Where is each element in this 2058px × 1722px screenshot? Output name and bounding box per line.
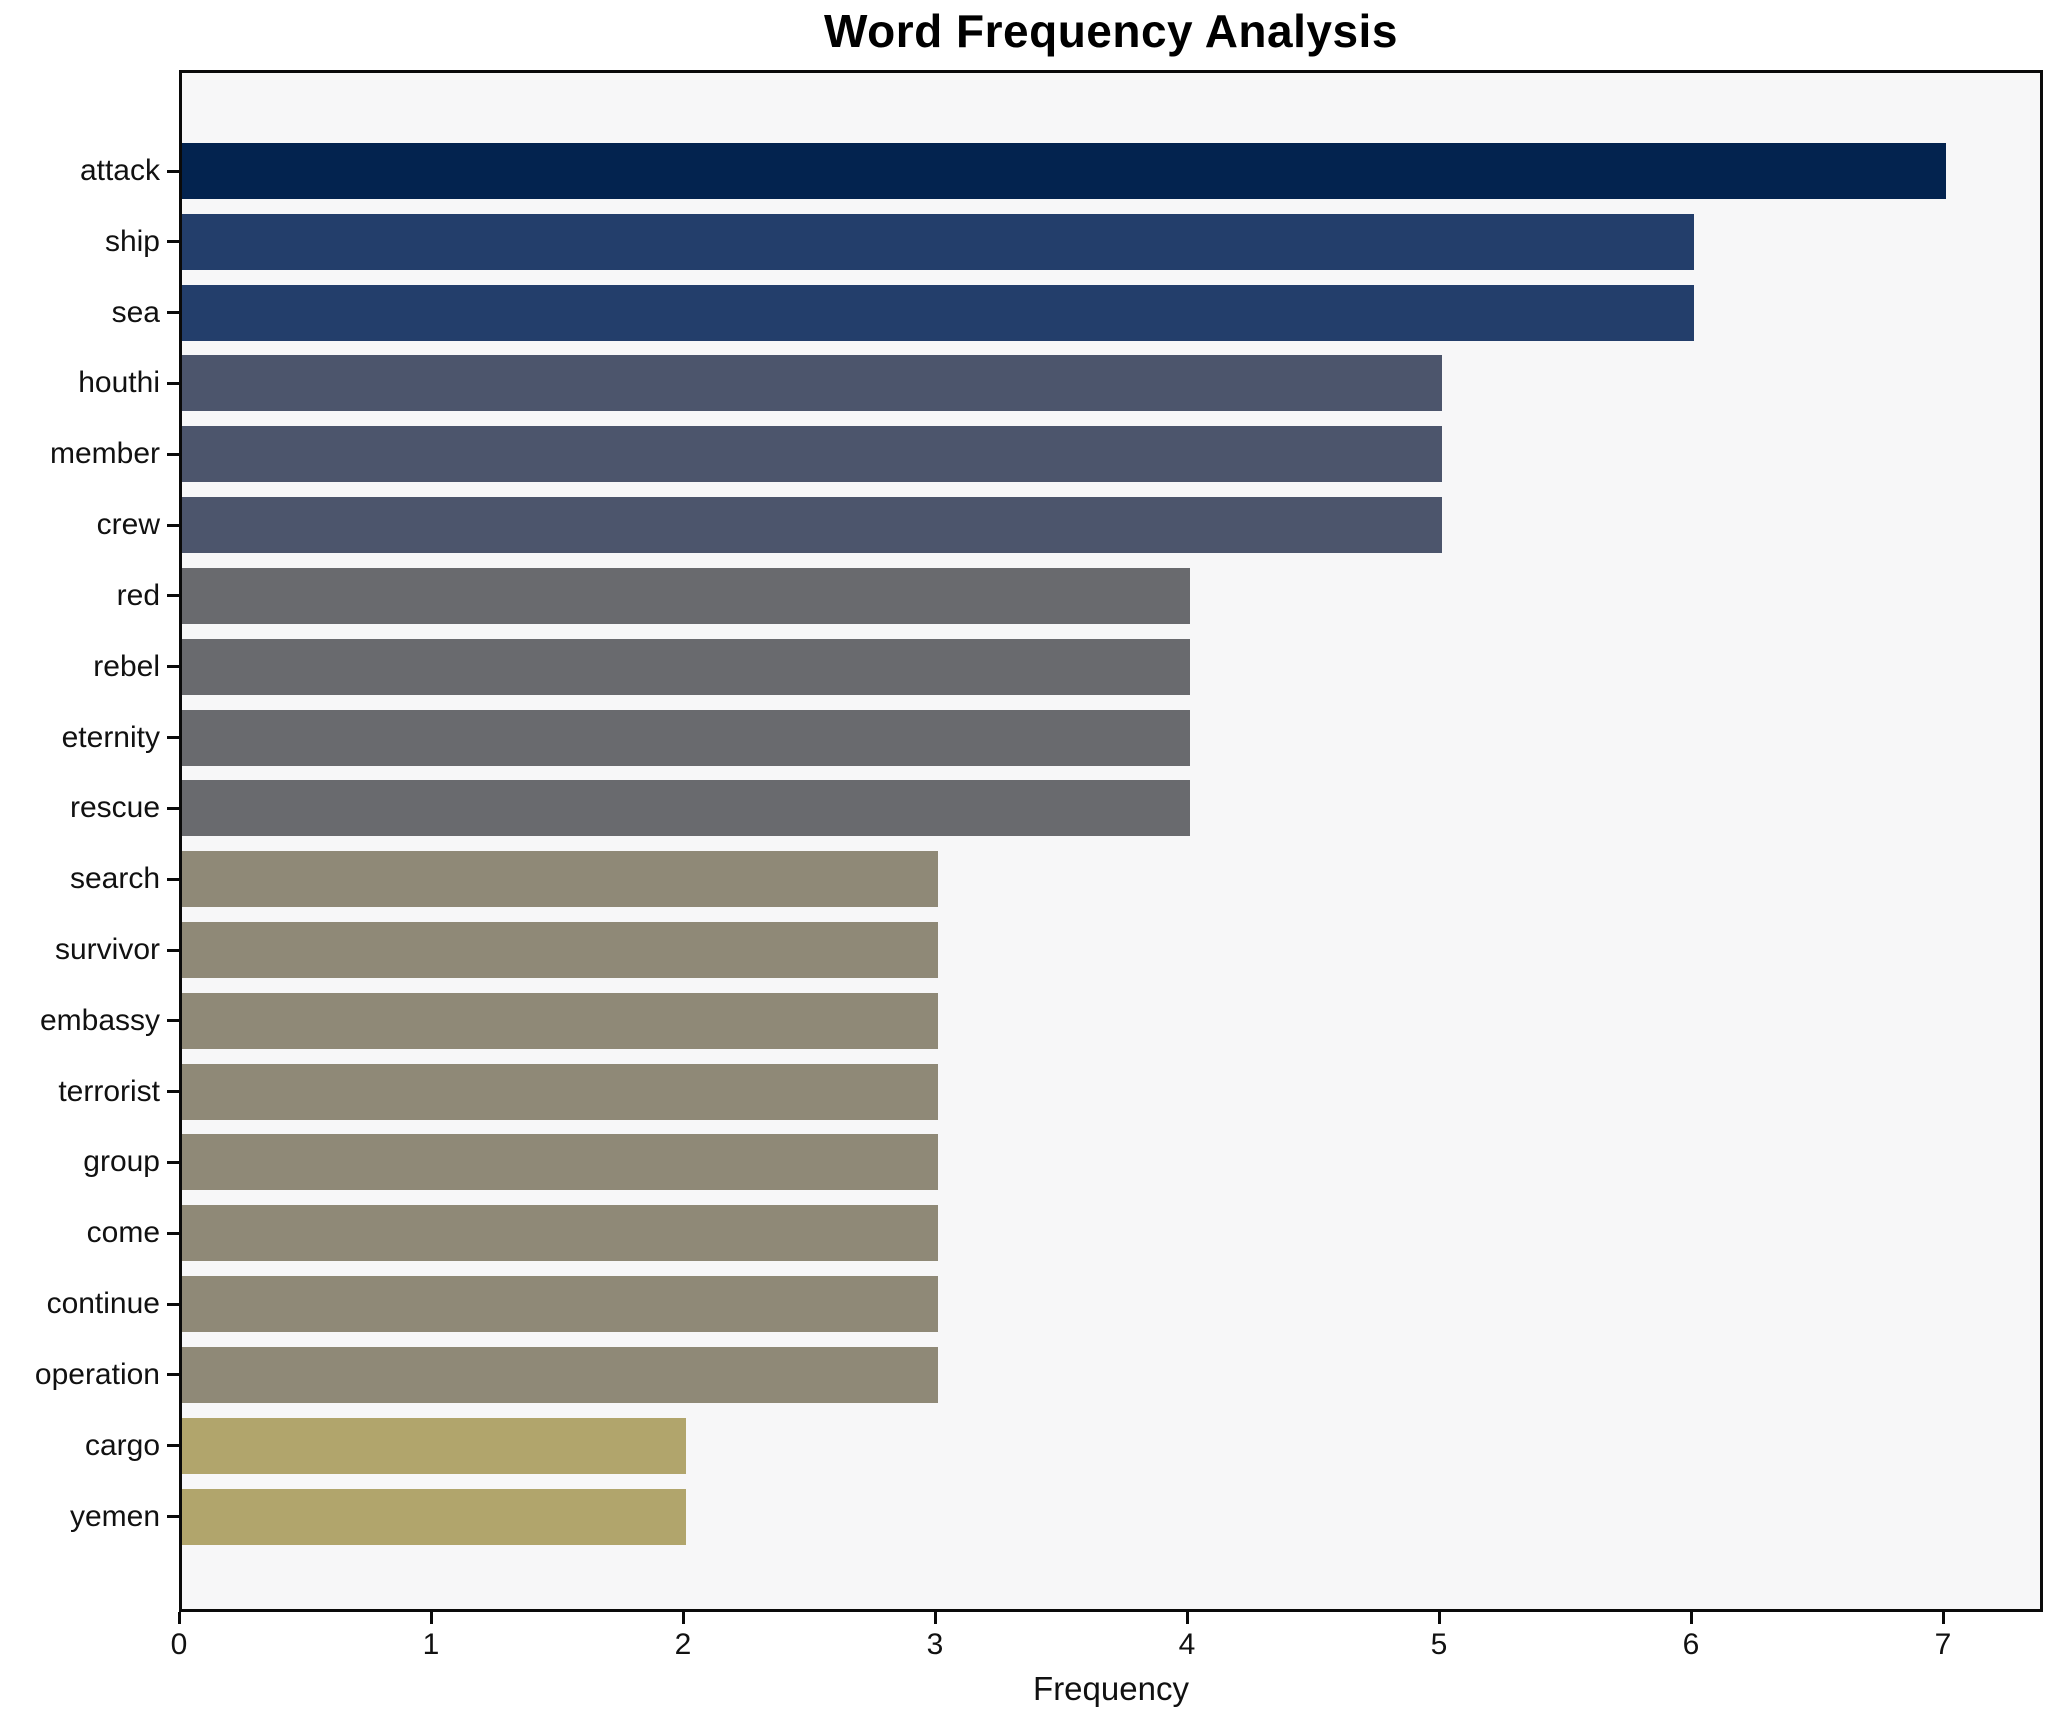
y-tick-mark: [167, 453, 179, 456]
y-tick-mark: [167, 1515, 179, 1518]
y-tick-mark: [167, 311, 179, 314]
x-tick-label-3: 3: [926, 1628, 944, 1661]
bar-attack: [182, 143, 1946, 199]
x-tick-mark: [429, 1612, 433, 1624]
bar-rescue: [182, 780, 1190, 837]
y-tick-mark: [167, 1090, 179, 1093]
y-tick-mark: [167, 807, 179, 810]
bar-terrorist: [182, 1063, 938, 1120]
y-tick-mark: [167, 949, 179, 952]
chart-title: Word Frequency Analysis: [824, 5, 1398, 57]
y-tick-mark: [167, 524, 179, 527]
y-tick-label-cargo: cargo: [84, 1428, 160, 1462]
y-tick-mark: [167, 382, 179, 385]
y-tick-mark: [167, 1303, 179, 1306]
bar-embassy: [182, 992, 938, 1049]
y-tick-label-embassy: embassy: [39, 1003, 160, 1037]
y-tick-mark: [167, 240, 179, 243]
y-tick-label-eternity: eternity: [61, 720, 160, 754]
bar-cargo: [182, 1417, 686, 1474]
y-tick-label-come: come: [86, 1216, 160, 1250]
x-tick-mark: [1437, 1612, 1441, 1624]
y-tick-label-member: member: [49, 437, 160, 471]
y-tick-label-terrorist: terrorist: [58, 1074, 160, 1108]
y-tick-label-crew: crew: [96, 508, 160, 542]
bar-search: [182, 851, 938, 908]
bar-crew: [182, 497, 1442, 554]
x-axis-label: Frequency: [1033, 1670, 1189, 1707]
y-tick-label-ship: ship: [104, 224, 160, 258]
y-tick-mark: [167, 594, 179, 597]
x-tick-label-6: 6: [1682, 1628, 1700, 1661]
bar-eternity: [182, 709, 1190, 766]
bar-rebel: [182, 638, 1190, 695]
x-tick-label-0: 0: [170, 1628, 188, 1661]
y-tick-label-attack: attack: [79, 154, 160, 187]
bar-survivor: [182, 922, 938, 979]
y-tick-label-operation: operation: [34, 1357, 160, 1391]
y-tick-label-continue: continue: [46, 1287, 160, 1321]
y-tick-label-yemen: yemen: [69, 1499, 160, 1533]
y-tick-label-red: red: [116, 578, 160, 612]
bar-red: [182, 567, 1190, 624]
x-tick-mark: [177, 1612, 181, 1624]
bar-operation: [182, 1346, 938, 1403]
y-tick-mark: [167, 736, 179, 739]
x-tick-label-2: 2: [674, 1628, 692, 1661]
y-tick-label-sea: sea: [111, 295, 160, 329]
bar-member: [182, 426, 1442, 483]
x-tick-mark: [1941, 1612, 1945, 1624]
bar-continue: [182, 1276, 938, 1333]
bar-group: [182, 1134, 938, 1191]
y-tick-mark: [167, 878, 179, 881]
y-tick-mark: [167, 1232, 179, 1235]
x-tick-label-7: 7: [1934, 1628, 1952, 1661]
y-tick-label-survivor: survivor: [54, 933, 160, 967]
y-tick-mark: [167, 1373, 179, 1376]
bar-ship: [182, 213, 1694, 270]
y-tick-label-houthi: houthi: [78, 366, 160, 400]
y-tick-mark: [167, 1161, 179, 1164]
x-tick-label-1: 1: [422, 1628, 440, 1661]
plot-area: [179, 70, 2043, 1612]
x-tick-mark: [681, 1612, 685, 1624]
bar-sea: [182, 284, 1694, 341]
y-tick-label-rescue: rescue: [69, 791, 160, 825]
y-tick-label-search: search: [69, 862, 160, 896]
x-tick-mark: [1185, 1612, 1189, 1624]
bar-houthi: [182, 355, 1442, 412]
y-tick-label-group: group: [83, 1145, 160, 1179]
bar-yemen: [182, 1488, 686, 1545]
x-tick-mark: [933, 1612, 937, 1624]
x-tick-mark: [1689, 1612, 1693, 1624]
y-tick-mark: [167, 170, 179, 173]
bar-come: [182, 1205, 938, 1262]
y-tick-mark: [167, 1019, 179, 1022]
y-tick-mark: [167, 665, 179, 668]
x-tick-label-4: 4: [1178, 1628, 1196, 1661]
x-tick-label-5: 5: [1430, 1628, 1448, 1661]
y-tick-label-rebel: rebel: [93, 649, 160, 683]
y-tick-mark: [167, 1444, 179, 1447]
